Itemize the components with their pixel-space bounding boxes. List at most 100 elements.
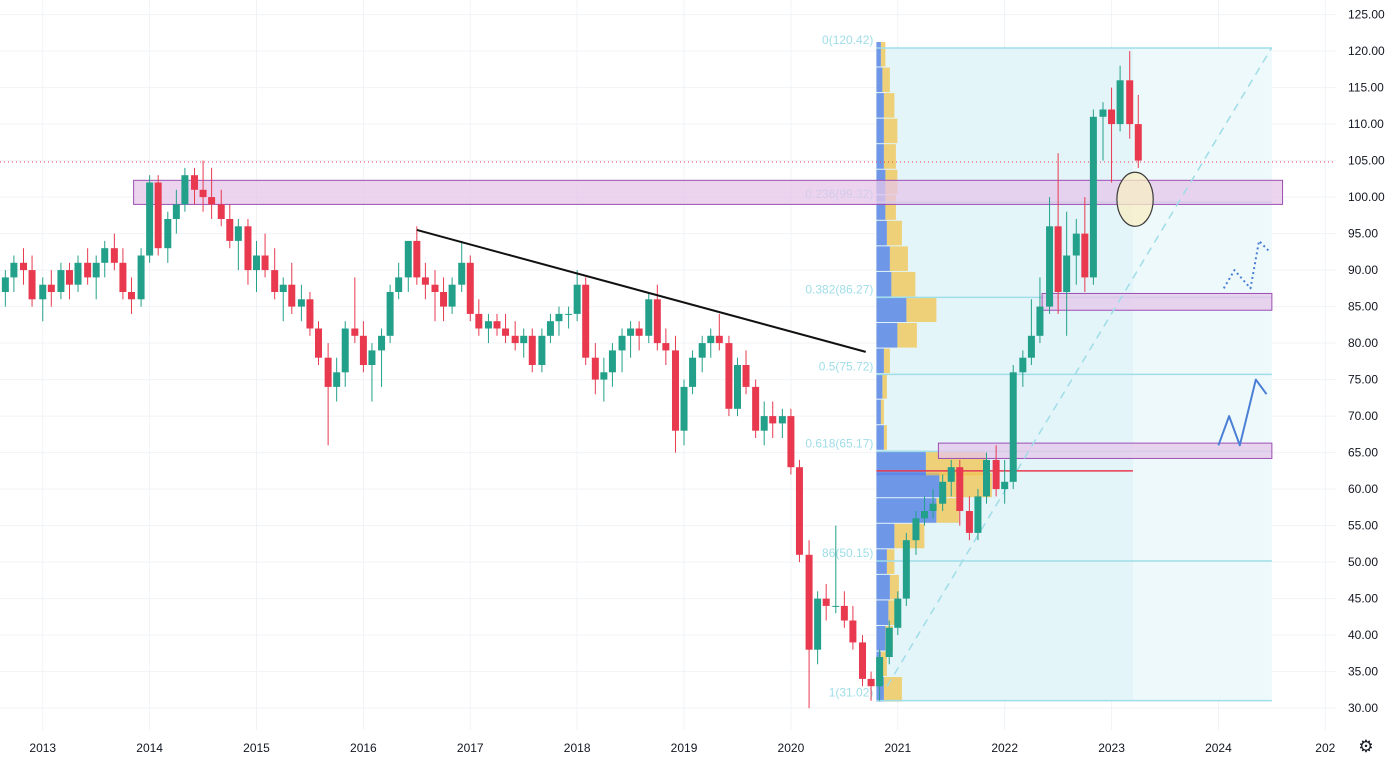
volume-bar-down — [880, 399, 884, 425]
fib-level-label: 86(50.15) — [822, 546, 873, 560]
candle-body — [859, 642, 867, 679]
candle-body — [493, 321, 501, 329]
candle-body — [715, 335, 723, 344]
candle-body — [431, 284, 439, 292]
price-tick-label: 110.00 — [1348, 117, 1384, 131]
candle-body — [1081, 233, 1089, 278]
time-axis: 2013 2014 2015 2016 2017 2018 2019 2020 2021 2022… — [29, 741, 1335, 755]
price-tick-label: 50.00 — [1348, 555, 1378, 569]
candle-body — [1, 277, 9, 292]
candle-body — [297, 299, 305, 307]
candle-body — [92, 262, 100, 278]
overlay-drawings — [416, 171, 1271, 447]
volume-bar-up — [876, 220, 887, 246]
volume-bar-up — [876, 93, 884, 118]
volume-bar-down — [897, 323, 917, 348]
candle-body — [146, 182, 154, 256]
price-tick-label: 60.00 — [1348, 482, 1378, 496]
candle-body — [502, 328, 510, 336]
candle-body — [974, 496, 982, 533]
gear-icon[interactable]: ⚙ — [1358, 737, 1374, 756]
candle-body — [608, 350, 616, 373]
candle-body — [191, 175, 199, 190]
candle-body — [787, 416, 795, 468]
candle-body — [458, 262, 466, 285]
volume-bar-down — [906, 297, 937, 323]
price-tick-label: 95.00 — [1348, 227, 1378, 241]
candle-body — [448, 284, 456, 307]
candle-body — [57, 270, 65, 292]
candle-body — [822, 598, 830, 606]
projection-arrow-solid — [1217, 378, 1268, 447]
candle-body — [778, 416, 786, 424]
candle-body — [742, 365, 750, 387]
candle-body — [947, 467, 955, 482]
volume-bar-up — [876, 118, 884, 144]
candle-body — [101, 248, 109, 263]
candle-body — [912, 518, 920, 541]
volume-bar-up — [876, 271, 892, 297]
candle-body — [1054, 226, 1062, 292]
candle-body — [832, 605, 840, 607]
volume-bar-up — [876, 498, 937, 523]
time-tick-label: 2021 — [884, 741, 911, 755]
candle-body — [725, 343, 733, 409]
volume-bar-up — [876, 625, 886, 651]
volume-bar-down — [885, 195, 896, 220]
candle-body — [28, 270, 36, 300]
volume-bar-down — [891, 271, 916, 297]
candle-body — [894, 598, 902, 628]
price-tick-label: 30.00 — [1348, 701, 1378, 715]
candle-body — [546, 321, 554, 336]
zone-rect — [937, 442, 1273, 459]
candle-body — [1116, 80, 1124, 125]
fib-level-label: 1(31.02) — [829, 686, 874, 700]
volume-bar-down — [883, 93, 895, 118]
time-tick-label: 202 — [1315, 741, 1335, 755]
candle-body — [1036, 306, 1044, 336]
candle-body — [733, 365, 741, 409]
fib-level-label: 0.5(75.72) — [819, 359, 874, 373]
volume-bar-up — [876, 600, 889, 625]
candle-body — [983, 459, 991, 497]
candle-body — [992, 459, 1000, 490]
candle-body — [538, 335, 546, 365]
price-tick-label: 100.00 — [1348, 190, 1385, 204]
candle-body — [902, 540, 910, 599]
candle-body — [208, 197, 216, 205]
candle-body — [511, 335, 519, 344]
volume-bar-down — [936, 498, 959, 523]
volume-bar-down — [880, 651, 887, 677]
candle-body — [484, 321, 492, 329]
candle-body — [119, 262, 127, 292]
volume-bar-up — [876, 523, 895, 549]
candles — [1, 51, 1142, 709]
candle-body — [1126, 80, 1134, 125]
time-tick-label: 2016 — [350, 741, 377, 755]
fib-level-label: 0.618(65.17) — [805, 436, 873, 450]
candle-body — [956, 467, 964, 511]
volume-bar-down — [883, 677, 902, 702]
volume-bar-up — [876, 323, 898, 348]
candle-body — [386, 292, 394, 336]
candle-body — [47, 284, 55, 292]
highlight-ellipse — [1116, 171, 1154, 227]
candle-body — [110, 248, 118, 263]
volume-bar-down — [882, 374, 887, 399]
candle-body — [1072, 233, 1080, 256]
candle-body — [127, 292, 135, 300]
volume-bar-down — [886, 220, 902, 246]
time-tick-label: 2023 — [1098, 741, 1125, 755]
volume-bar-up — [876, 677, 884, 702]
volume-bar-up — [876, 399, 881, 425]
candle-body — [164, 219, 172, 249]
candle-body — [1108, 109, 1116, 125]
candle-body — [653, 299, 661, 344]
candle-body — [769, 416, 777, 424]
dashed-trendline — [886, 47, 1273, 687]
time-tick-label: 2024 — [1205, 741, 1232, 755]
price-tick-label: 65.00 — [1348, 446, 1378, 460]
volume-bar-down — [883, 118, 898, 144]
volume-bar-down — [882, 67, 890, 93]
